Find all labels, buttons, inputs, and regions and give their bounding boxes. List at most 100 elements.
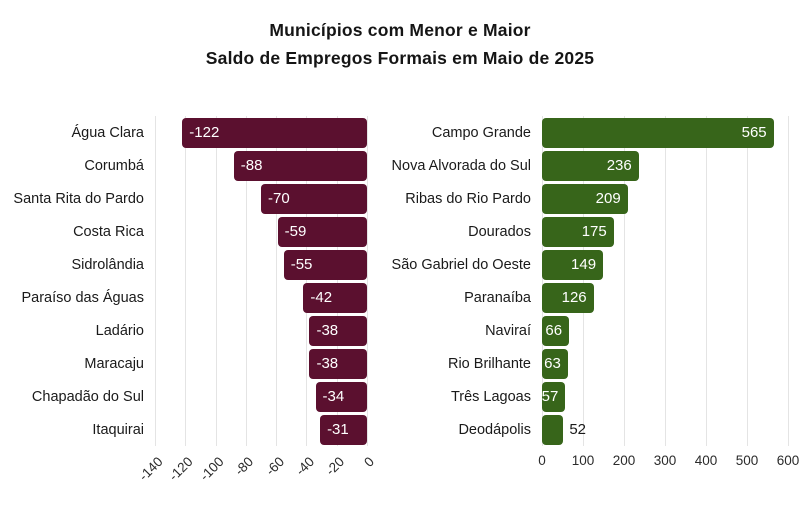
bar-positive: 565 <box>542 117 774 148</box>
category-label: Paraíso das Águas <box>21 289 144 306</box>
bar-value-label: 565 <box>741 124 767 141</box>
x-axis-ticks: 0 100 200 300 400 500 600 <box>538 446 799 494</box>
category-label: Água Clara <box>71 124 144 141</box>
bar-positive: 236 <box>542 150 639 181</box>
bar-positive: 57 <box>542 381 566 412</box>
x-axis-menor: -140 -120 -100 -80 -60 -40 -20 0 <box>20 446 378 494</box>
x-tick-label: 100 <box>571 453 595 468</box>
bar-row: 63 <box>542 347 788 380</box>
category-labels-column: Água Clara Corumbá Santa Rita do Pardo Cost… <box>13 116 155 446</box>
bar-row: 175 <box>542 215 788 248</box>
bar-row: 126 <box>542 281 788 314</box>
bar-row: 209 <box>542 182 788 215</box>
bar-row: -122 <box>155 116 367 149</box>
gridline <box>215 116 217 446</box>
x-tick-label: 500 <box>735 453 759 468</box>
bar-negative: -34 <box>315 381 367 412</box>
category-label: Corumbá <box>84 157 144 174</box>
category-label: Naviraí <box>485 322 531 339</box>
bars-layer: -122 -88 -70 -59 -55 -42 -38 -38 -34 -31 <box>155 116 367 446</box>
category-label: Nova Alvorada do Sul <box>391 157 531 174</box>
grid-layer <box>542 116 789 446</box>
bar-positive: 149 <box>542 249 604 280</box>
bar-value-label: 126 <box>561 289 587 306</box>
bar-value-label: -122 <box>189 124 220 141</box>
bar-value-label: 209 <box>595 190 621 207</box>
bar-negative: -59 <box>277 216 367 247</box>
charts-container: Água Clara Corumbá Santa Rita do Pardo Cost… <box>0 116 800 494</box>
category-label: Chapadão do Sul <box>31 388 144 405</box>
bar-row: -55 <box>155 248 367 281</box>
bar-row: -38 <box>155 347 367 380</box>
plot-area-menor: Água Clara Corumbá Santa Rita do Pardo Cost… <box>13 116 368 446</box>
bar-value-label: 175 <box>581 223 607 240</box>
gridline <box>367 116 368 446</box>
gridline <box>185 116 187 446</box>
bar-negative: -38 <box>309 315 367 346</box>
bar-value-label: -59 <box>284 223 307 240</box>
bar-positive <box>542 414 564 445</box>
bar-negative: -31 <box>320 414 367 445</box>
bar-value-label: 149 <box>571 256 597 273</box>
bar-row: 66 <box>542 314 788 347</box>
gridline <box>788 116 789 446</box>
category-label: São Gabriel do Oeste <box>391 256 531 273</box>
bar-positive: 126 <box>542 282 594 313</box>
bar-row: -38 <box>155 314 367 347</box>
bar-positive: 209 <box>542 183 628 214</box>
gridline <box>542 116 543 446</box>
bar-value-label: -88 <box>240 157 263 174</box>
bar-row: 236 <box>542 149 788 182</box>
bar-row: -31 <box>155 413 367 446</box>
bar-row: 57 <box>542 380 788 413</box>
chart-panel-menor-saldo: Água Clara Corumbá Santa Rita do Pardo Cost… <box>13 116 378 494</box>
category-label: Três Lagoas <box>450 388 531 405</box>
gridline <box>276 116 278 446</box>
bar-row: 52 <box>542 413 788 446</box>
gridline <box>665 116 666 446</box>
bar-negative: -122 <box>182 117 367 148</box>
x-tick-label: 300 <box>653 453 677 468</box>
bar-row: -88 <box>155 149 367 182</box>
category-label: Dourados <box>468 223 531 240</box>
gridline <box>624 116 625 446</box>
bar-negative: -55 <box>283 249 367 280</box>
plot-menor: -122 -88 -70 -59 -55 -42 -38 -38 -34 -31 <box>155 116 368 446</box>
gridline <box>336 116 338 446</box>
bar-positive: 66 <box>542 315 570 346</box>
chart-panel-maior-saldo: Campo Grande Nova Alvorada do Sul Ribas do… <box>391 116 799 494</box>
bar-positive: 175 <box>542 216 614 247</box>
plot-area-maior: Campo Grande Nova Alvorada do Sul Ribas do… <box>391 116 789 446</box>
bar-value-label: 236 <box>606 157 632 174</box>
category-label: Sidrolândia <box>71 256 144 273</box>
x-tick-label: 600 <box>776 453 800 468</box>
x-tick-label: -80 <box>232 454 257 479</box>
bar-value-label: -70 <box>268 190 290 207</box>
x-tick-label: 0 <box>538 453 546 468</box>
chart-title: Municípios com Menor e Maior Saldo de Em… <box>0 0 800 72</box>
bar-negative: -38 <box>309 348 367 379</box>
plot-maior: 565 236 209 175 149 126 66 63 57 52 <box>542 116 789 446</box>
axis-spacer <box>407 446 542 494</box>
chart-title-line1: Municípios com Menor e Maior <box>269 20 531 40</box>
category-label: Santa Rita do Pardo <box>13 190 144 207</box>
bar-row: -42 <box>155 281 367 314</box>
bar-row: -59 <box>155 215 367 248</box>
bar-negative: -70 <box>261 183 367 214</box>
grid-layer <box>155 116 368 446</box>
x-tick-label: 0 <box>361 454 378 470</box>
bar-positive: 63 <box>542 348 568 379</box>
category-label: Paranaíba <box>464 289 531 306</box>
bar-negative: -42 <box>303 282 367 313</box>
x-tick-label: -100 <box>196 454 227 484</box>
category-label: Rio Brilhante <box>447 355 531 372</box>
bar-value-label: 57 <box>541 388 559 405</box>
gridline <box>306 116 308 446</box>
x-tick-label: -20 <box>322 454 348 479</box>
bar-value-label: 52 <box>569 421 586 438</box>
bar-row: 149 <box>542 248 788 281</box>
bar-row: 565 <box>542 116 788 149</box>
bar-value-label: -31 <box>327 421 349 438</box>
category-label: Deodápolis <box>458 421 531 438</box>
